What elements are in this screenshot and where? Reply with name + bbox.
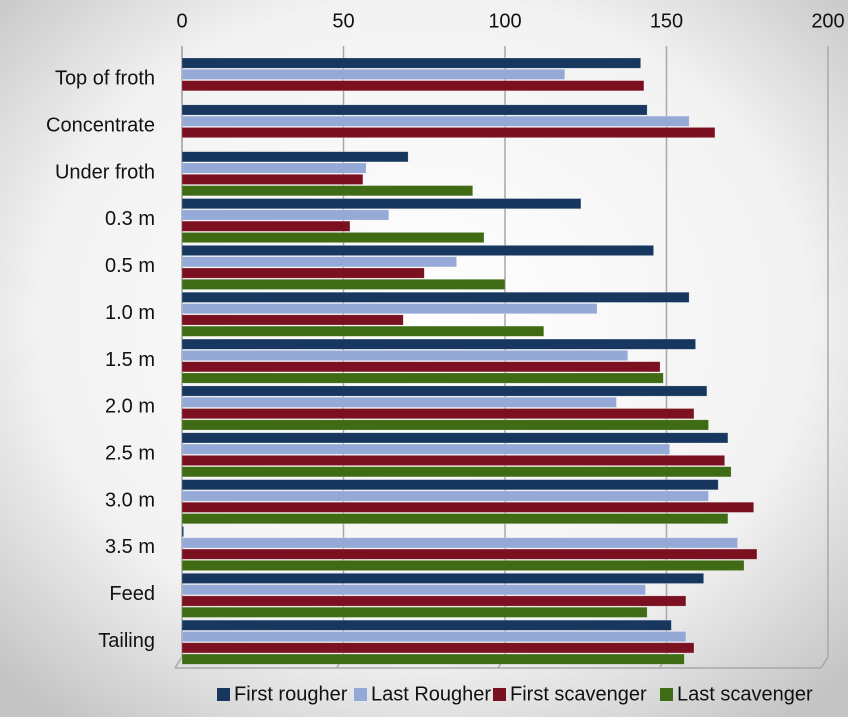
bar [181,501,755,513]
bar [181,80,645,92]
bar [181,220,351,232]
bar [181,479,719,491]
y-tick-label: Tailing [98,630,155,652]
bar [181,245,654,256]
y-tick-label: 0.5 m [105,255,155,277]
bar [181,584,646,596]
x-tick-label: 100 [488,10,521,32]
bar [181,560,745,571]
bar [181,385,708,397]
bar [181,291,690,303]
legend-swatch [660,688,673,701]
bar [181,278,506,290]
y-tick-label: 3.0 m [105,489,155,511]
bar [181,595,687,607]
bar [181,443,671,455]
bar [181,338,696,350]
x-tick-label: 200 [811,10,844,32]
bar [181,408,695,420]
bar [181,361,661,373]
x-tick-label: 150 [650,10,683,32]
bar [181,256,457,268]
bar [181,548,758,560]
bar [181,57,641,69]
bar [181,432,729,444]
legend-swatch [493,688,506,701]
bar [181,267,425,279]
y-tick-label: 2.0 m [105,396,155,418]
bar [181,526,184,537]
bar [181,151,409,163]
y-tick-label: Feed [109,583,155,605]
bar [181,372,664,384]
bar [181,69,566,80]
grid-line [820,46,829,669]
bar [181,314,404,326]
bar [181,303,598,315]
bar [181,513,729,525]
bar [181,490,709,502]
y-tick-label: 1.5 m [105,349,155,371]
y-tick-label: 0.3 m [105,208,155,230]
bar [181,350,629,361]
bar [181,642,695,654]
legend-label: Last scavenger [677,683,813,705]
bar [181,619,672,631]
bar [181,198,582,210]
bar [181,173,364,185]
bar [181,115,690,127]
bar [181,232,485,243]
bar [181,466,732,478]
legend-label: First scavenger [510,683,647,705]
x-tick-label: 0 [176,10,187,32]
bar [181,631,687,642]
bar [181,325,545,337]
bar [181,185,474,197]
bar [181,104,648,116]
y-tick-label: 2.5 m [105,442,155,464]
y-tick-label: 3.5 m [105,536,155,558]
y-tick-label: 1.0 m [105,302,155,324]
bar [181,209,390,221]
bar [181,455,725,466]
legend-label: Last Rougher [371,683,491,705]
bar [181,419,709,431]
bar [181,653,685,665]
bar [181,606,648,618]
bar [181,573,704,584]
legend-label: First rougher [234,683,348,705]
bar [181,396,617,408]
bar [181,537,738,549]
legend-swatch [354,688,367,701]
y-tick-label: Top of froth [55,68,155,90]
x-tick-label: 50 [332,10,354,32]
y-tick-label: Under froth [55,161,155,183]
bar [181,127,716,138]
bar [181,162,367,174]
legend-swatch [217,688,230,701]
y-tick-label: Concentrate [46,115,155,137]
